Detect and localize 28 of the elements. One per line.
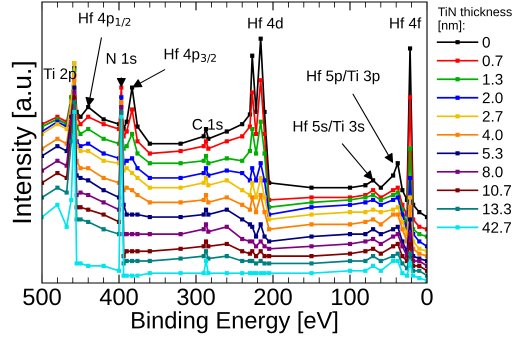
x-tick-label: 200 <box>254 288 292 306</box>
legend-label: 42.7 <box>482 222 511 233</box>
legend-label: 13.3 <box>483 204 512 214</box>
annotation: N 1s <box>106 53 136 64</box>
legend-label: 4.0 <box>482 129 503 140</box>
text: Hf 4d <box>248 17 283 29</box>
x-axis-title: Binding Energy [eV] <box>132 311 338 334</box>
x-tick-label: 400 <box>100 288 138 306</box>
annotation: C 1s <box>192 118 223 130</box>
legend-label: 10.7 <box>483 185 511 196</box>
legend-label: 1.3 <box>483 74 503 85</box>
annotation: Hf 4p$_{1/2}$ <box>79 12 130 27</box>
x-tick-label: 300 <box>177 288 215 306</box>
legend-title: TiN thickness [nm]: <box>438 7 512 32</box>
legend-label: 0.7 <box>482 55 502 66</box>
annotation: Hf 5s/Ti 3s <box>294 120 364 132</box>
legend-label: 8.0 <box>482 166 503 178</box>
text: Hf 4f <box>390 17 422 28</box>
y-axis-title: Intensity [a.u.] <box>12 62 36 222</box>
annotation: Hf 4p$_{3/2}$ <box>164 48 216 63</box>
legend-label: 0 <box>482 36 490 48</box>
annotation: Hf 5p/Ti 3p <box>307 70 380 84</box>
legend-label: 2.0 <box>482 92 503 104</box>
x-tick-label: 0 <box>421 288 433 306</box>
x-tick-label: 500 <box>23 288 61 306</box>
legend-label: 5.3 <box>482 148 503 159</box>
legend-label: 2.7 <box>482 110 502 122</box>
x-tick-label: 100 <box>332 288 369 306</box>
